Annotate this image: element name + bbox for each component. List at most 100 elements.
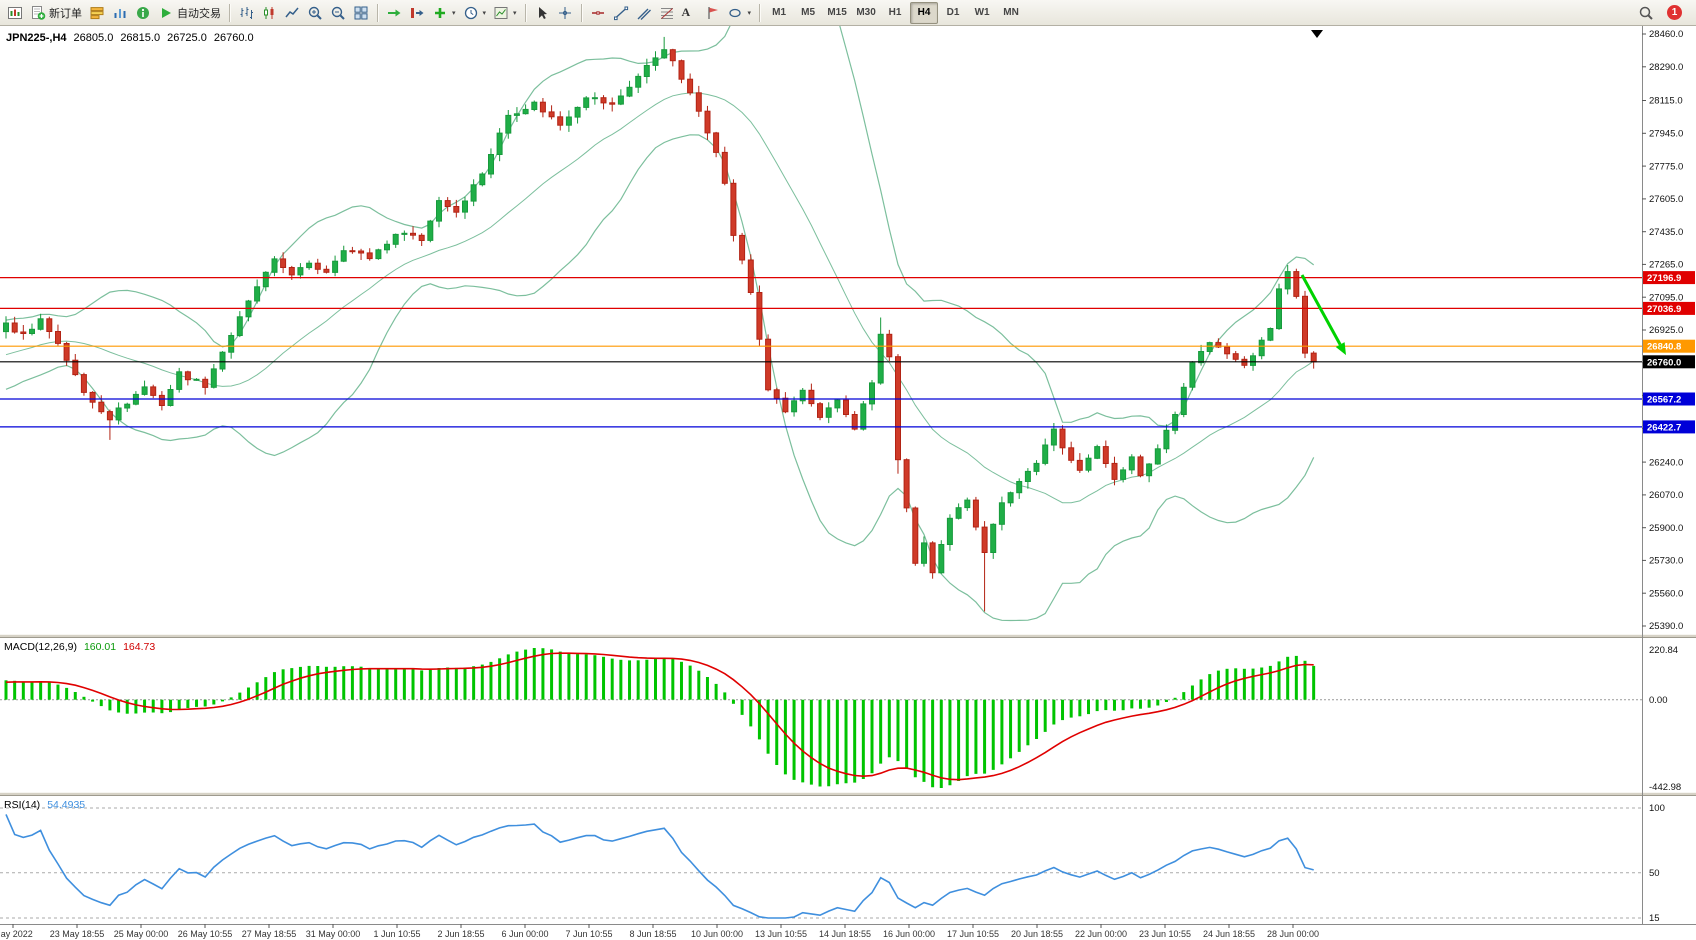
macd-axis-zero: 0.00: [1649, 695, 1668, 706]
candle: [583, 97, 590, 108]
candle: [55, 331, 61, 344]
timeframe-h1-button[interactable]: H1: [881, 2, 909, 24]
crosshair-tool-button[interactable]: [554, 2, 576, 24]
chart-window-button[interactable]: [4, 2, 26, 24]
dropdown-caret-icon: ▾: [513, 9, 517, 17]
svg-text:26422.7: 26422.7: [1647, 422, 1681, 433]
price-tick-label: 27945.0: [1649, 129, 1683, 140]
time-axis[interactable]: May 2022 23 May 18:55 25 May 00:00 26 May 1…: [0, 924, 1696, 939]
timeframe-w1-button[interactable]: W1: [968, 2, 996, 24]
candle: [184, 371, 191, 381]
chart-shift-button[interactable]: [406, 2, 428, 24]
label-tool-button[interactable]: [702, 2, 724, 24]
timeframe-d1-button[interactable]: D1: [939, 2, 967, 24]
clock-icon: [464, 6, 477, 19]
timeframe-m5-button[interactable]: M5: [794, 2, 822, 24]
horizontal-lines[interactable]: [0, 277, 1642, 428]
tile-windows-button[interactable]: [350, 2, 372, 24]
candle: [1198, 351, 1205, 364]
data-window-button[interactable]: [132, 2, 154, 24]
pane-separator[interactable]: [0, 792, 1696, 796]
indicator-list-button[interactable]: [86, 2, 108, 24]
candle: [29, 328, 35, 334]
candle: [678, 60, 685, 80]
svg-text:26840.8: 26840.8: [1647, 342, 1681, 353]
trendline-tool-button[interactable]: [610, 2, 632, 24]
dropdown-caret-icon: ▾: [482, 9, 487, 17]
macd-signal-line: [5, 652, 1314, 781]
timeframe-h4-button[interactable]: H4: [910, 1, 939, 24]
candle: [1232, 353, 1239, 360]
add-indicator-button[interactable]: ▾: [429, 2, 459, 24]
candle: [704, 110, 711, 134]
channel-tool-button[interactable]: [633, 2, 655, 24]
candle: [895, 356, 901, 461]
search-button[interactable]: [1635, 2, 1657, 24]
candle: [877, 333, 884, 384]
candle: [410, 232, 416, 236]
notification-badge[interactable]: 1: [1667, 5, 1682, 20]
candle: [1016, 481, 1023, 494]
candle: [470, 184, 477, 202]
zoom-in-button[interactable]: [304, 2, 326, 24]
fibonacci-tool-button[interactable]: [656, 2, 678, 24]
candle: [1050, 428, 1057, 446]
templates-button[interactable]: ▾: [490, 2, 520, 24]
timeframe-mn-button[interactable]: MN: [997, 2, 1025, 24]
chart-canvas[interactable]: 28460.0 28290.0 28115.0 27945.0 27775.0 27605…: [0, 26, 1696, 940]
candle: [1154, 448, 1161, 465]
shapes-tool-button[interactable]: ▾: [725, 2, 755, 24]
candle: [964, 499, 971, 509]
pane-separator[interactable]: [0, 634, 1696, 638]
price-tick-label: 28290.0: [1649, 62, 1683, 73]
candle: [1128, 456, 1135, 471]
cursor-tool-button[interactable]: [531, 2, 553, 24]
time-tick-label: 27 May 18:55: [242, 929, 297, 939]
main-price-pane[interactable]: [3, 26, 1317, 622]
text-tool-button[interactable]: A: [679, 2, 701, 24]
price-level-chip: 26567.2: [1643, 392, 1695, 406]
bollinger-lower-band: [5, 134, 1315, 622]
candle: [531, 101, 538, 110]
candle: [1206, 342, 1213, 353]
new-order-button[interactable]: 新订单: [27, 2, 85, 24]
rsi-axis-label: 50: [1649, 868, 1660, 879]
timeframe-m15-button[interactable]: M15: [823, 2, 851, 24]
cursor-icon: [538, 6, 547, 19]
auto-scroll-icon: [388, 9, 401, 16]
time-tick-label: 23 May 18:55: [50, 929, 105, 939]
candle: [669, 49, 676, 62]
horizontal-line-tool-button[interactable]: [587, 2, 609, 24]
text-tool-icon: A: [681, 5, 691, 19]
candle: [375, 249, 382, 260]
candles: [3, 36, 1317, 612]
candlestick-chart-type-button[interactable]: [258, 2, 280, 24]
auto-scroll-button[interactable]: [383, 2, 405, 24]
indicator-list-icon: [90, 6, 104, 19]
candle: [955, 507, 962, 519]
bar-chart-type-button[interactable]: [235, 2, 257, 24]
macd-pane[interactable]: [0, 648, 1642, 788]
timeframe-m30-button[interactable]: M30: [852, 2, 880, 24]
candle: [1076, 459, 1083, 471]
line-chart-type-button[interactable]: [281, 2, 303, 24]
shapes-icon: [728, 8, 741, 17]
candle: [392, 233, 399, 245]
time-tick-label: 6 Jun 00:00: [501, 929, 548, 939]
auto-trading-button[interactable]: 自动交易: [155, 2, 224, 24]
periods-button[interactable]: ▾: [460, 2, 490, 24]
candle: [860, 403, 867, 430]
price-axis[interactable]: 28460.0 28290.0 28115.0 27945.0 27775.0 27605…: [1642, 26, 1695, 924]
zoom-out-button[interactable]: [327, 2, 349, 24]
rsi-pane[interactable]: [0, 807, 1642, 919]
candle: [635, 75, 642, 88]
time-tick-label: 20 Jun 18:55: [1011, 929, 1063, 939]
price-tick-label: 27435.0: [1649, 227, 1683, 238]
right-edge-marker-icon[interactable]: [1311, 30, 1323, 38]
timeframe-m1-button[interactable]: M1: [765, 2, 793, 24]
candle: [565, 116, 572, 126]
time-tick-label: 24 Jun 18:55: [1203, 929, 1255, 939]
sell-arrow-annotation[interactable]: [1300, 274, 1346, 356]
candle: [1068, 447, 1075, 461]
market-watch-button[interactable]: [109, 2, 131, 24]
